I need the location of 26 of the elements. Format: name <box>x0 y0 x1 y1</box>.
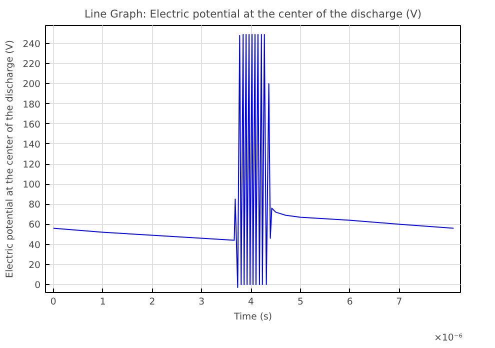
y-tick-label: 20 <box>28 260 41 271</box>
y-tick-label: 80 <box>28 200 41 211</box>
y-tick-label: 100 <box>22 180 41 191</box>
chart-title: Line Graph: Electric potential at the center of the discharge (V) <box>84 8 422 20</box>
line-series <box>52 34 454 288</box>
x-tick-label: 1 <box>100 296 106 308</box>
x-tick-label: 7 <box>396 296 402 308</box>
text: ×10⁻⁶ <box>434 332 463 344</box>
x-tick-label: 5 <box>297 296 304 308</box>
y-tick-label: 240 <box>22 39 41 50</box>
x-tick-label: 4 <box>248 296 254 308</box>
y-tick-label: 200 <box>22 79 41 90</box>
y-tick-label: 60 <box>28 220 41 231</box>
x-axis-title: Time (s) <box>233 312 272 322</box>
x-tick-label: 6 <box>346 296 353 308</box>
y-tick-label: 140 <box>22 139 41 150</box>
y-tick-label: 220 <box>22 59 41 70</box>
x-tick-label: 0 <box>50 296 56 308</box>
y-axis-title: Electric potential at the center of the discharge (V) <box>4 40 16 278</box>
x-tick-label: 3 <box>198 296 205 308</box>
y-tick-label: 120 <box>22 160 41 171</box>
y-tick-label: 180 <box>22 99 41 110</box>
x-tick-label: 2 <box>149 296 156 308</box>
y-tick-label: 40 <box>28 240 41 251</box>
y-tick-label: 0 <box>34 280 41 291</box>
y-tick-label: 160 <box>22 119 41 130</box>
